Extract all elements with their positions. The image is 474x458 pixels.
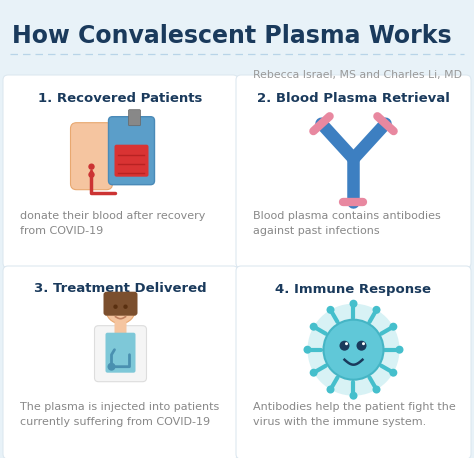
- Text: The plasma is injected into patients
currently suffering from COVID-19: The plasma is injected into patients cur…: [20, 402, 219, 427]
- FancyBboxPatch shape: [3, 75, 238, 268]
- Text: 2. Blood Plasma Retrieval: 2. Blood Plasma Retrieval: [257, 92, 450, 104]
- Text: Antibodies help the patient fight the
virus with the immune system.: Antibodies help the patient fight the vi…: [253, 402, 456, 427]
- FancyBboxPatch shape: [128, 109, 140, 125]
- Text: 4. Immune Response: 4. Immune Response: [275, 283, 431, 295]
- FancyBboxPatch shape: [3, 266, 238, 458]
- FancyBboxPatch shape: [106, 333, 136, 373]
- Circle shape: [310, 369, 318, 376]
- Circle shape: [389, 369, 397, 376]
- Text: Rebecca Israel, MS and Charles Li, MD: Rebecca Israel, MS and Charles Li, MD: [253, 70, 462, 80]
- Circle shape: [89, 164, 94, 169]
- Text: 3. Treatment Delivered: 3. Treatment Delivered: [34, 283, 207, 295]
- FancyBboxPatch shape: [115, 322, 127, 334]
- Circle shape: [395, 346, 403, 354]
- Circle shape: [345, 342, 348, 345]
- Circle shape: [114, 305, 117, 308]
- Circle shape: [89, 172, 94, 177]
- FancyBboxPatch shape: [71, 123, 112, 190]
- Circle shape: [349, 392, 357, 400]
- Circle shape: [106, 294, 136, 324]
- Circle shape: [327, 386, 335, 393]
- Circle shape: [303, 346, 311, 354]
- Circle shape: [124, 305, 127, 308]
- FancyBboxPatch shape: [109, 117, 155, 185]
- Circle shape: [108, 363, 116, 371]
- Text: donate their blood after recovery
from COVID-19: donate their blood after recovery from C…: [20, 211, 205, 236]
- Circle shape: [373, 386, 381, 393]
- Circle shape: [310, 323, 318, 331]
- Circle shape: [356, 341, 366, 351]
- FancyBboxPatch shape: [115, 145, 148, 177]
- FancyBboxPatch shape: [103, 292, 137, 316]
- Circle shape: [362, 342, 365, 345]
- Circle shape: [308, 304, 400, 396]
- FancyBboxPatch shape: [236, 266, 471, 458]
- Circle shape: [323, 320, 383, 380]
- Circle shape: [373, 306, 381, 314]
- Text: 1. Recovered Patients: 1. Recovered Patients: [38, 92, 203, 104]
- Text: How Convalescent Plasma Works: How Convalescent Plasma Works: [12, 24, 452, 48]
- Text: Blood plasma contains antibodies
against past infections: Blood plasma contains antibodies against…: [253, 211, 441, 236]
- Circle shape: [349, 300, 357, 308]
- FancyBboxPatch shape: [94, 326, 146, 382]
- Circle shape: [339, 341, 349, 351]
- Circle shape: [327, 306, 335, 314]
- FancyBboxPatch shape: [236, 75, 471, 268]
- Circle shape: [389, 323, 397, 331]
